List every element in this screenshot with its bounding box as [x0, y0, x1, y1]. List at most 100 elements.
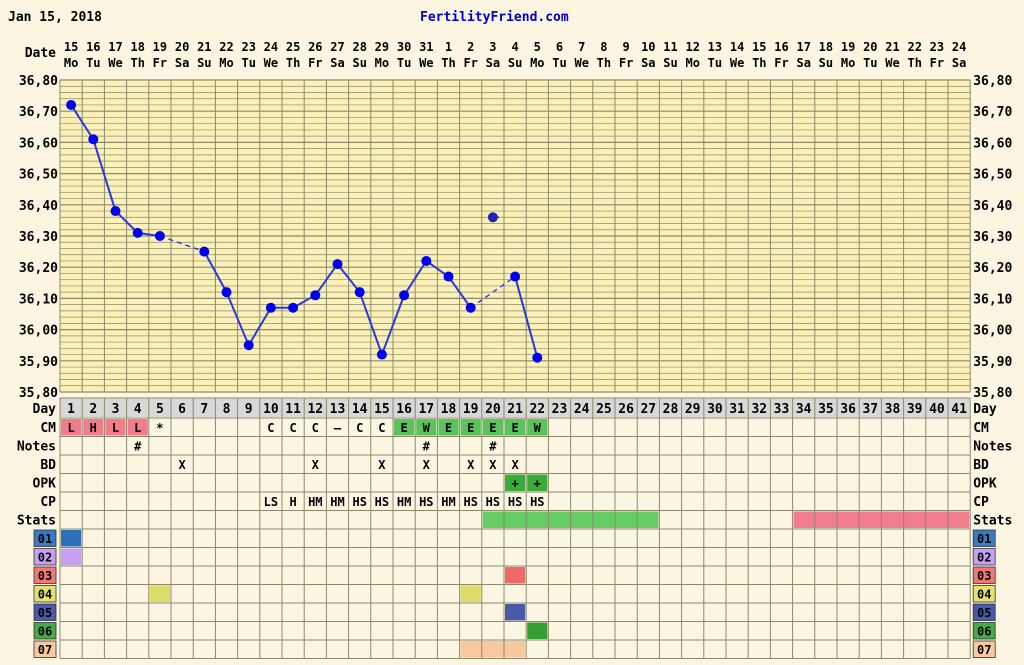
weekday-label: Su: [819, 56, 833, 70]
row-cm-cell: C: [356, 421, 363, 435]
day-number: 41: [951, 402, 967, 417]
day-number: 33: [774, 402, 790, 417]
cell-bg: [482, 419, 503, 436]
day-number: 5: [156, 402, 164, 417]
row-opk-cell: +: [511, 477, 518, 491]
temp-line-segment: [314, 263, 339, 296]
temp-line-segment: [447, 275, 472, 309]
day-number: 30: [707, 402, 723, 417]
row-cm-cell: L: [67, 421, 74, 435]
y-tick-label-right: 36,10: [973, 292, 1012, 307]
date-label: 30: [397, 40, 411, 54]
weekday-label: Su: [352, 56, 366, 70]
row-label-left: 06: [38, 625, 52, 639]
y-tick-label-left: 36,80: [19, 74, 58, 89]
y-tick-label-right: 35,80: [973, 386, 1012, 401]
weekday-label: Fr: [153, 56, 167, 70]
row-label-box-right: [972, 548, 996, 566]
row-label-right: 05: [977, 606, 991, 620]
row-cp-cell: HS: [419, 495, 433, 509]
y-tick-label-left: 36,50: [19, 168, 58, 183]
day-number: 20: [485, 402, 501, 417]
temp-line-segment: [403, 260, 428, 296]
date-label: 28: [352, 40, 366, 54]
row-bd-cell: X: [511, 458, 519, 472]
weekday-label: We: [419, 56, 433, 70]
weekday-label: Th: [752, 56, 766, 70]
row-label-left: 01: [38, 532, 52, 546]
row-notes-cell: #: [134, 440, 142, 454]
weekday-label: Tu: [241, 56, 255, 70]
row-bd-cell: X: [467, 458, 475, 472]
row-label-right: BD: [973, 458, 989, 473]
day-number: 38: [885, 402, 901, 417]
day-number: 39: [907, 402, 923, 417]
weekday-label: Sa: [330, 56, 344, 70]
y-tick-label-right: 35,90: [973, 355, 1012, 370]
day-number: 35: [818, 402, 834, 417]
date-label: 1: [445, 40, 452, 54]
row-label-right: Stats: [973, 514, 1012, 529]
weekday-label: Mo: [375, 56, 389, 70]
row-cm-cell: C: [267, 421, 274, 435]
temp-point: [110, 206, 121, 217]
date-label: 19: [841, 40, 855, 54]
row-cm-cell: *: [156, 421, 163, 435]
site-title[interactable]: FertilityFriend.com: [420, 10, 569, 25]
weekday-label: We: [264, 56, 278, 70]
row-label-right: CM: [973, 421, 989, 436]
y-tick-label-left: 36,70: [19, 105, 58, 120]
row-bd-cell: X: [312, 458, 320, 472]
temp-point: [199, 246, 210, 257]
date-label: 21: [197, 40, 211, 54]
date-label: 24: [952, 40, 966, 54]
date-label: 12: [685, 40, 699, 54]
temp-line-segment: [380, 294, 406, 355]
cell-bg: [460, 419, 481, 436]
date-label: 27: [330, 40, 344, 54]
row-label-box: [33, 622, 57, 640]
row-04-span: [460, 585, 481, 602]
weekday-label: Su: [663, 56, 677, 70]
row-label-left: 05: [38, 606, 52, 620]
temp-point: [421, 255, 432, 266]
cell-bg: [416, 419, 437, 436]
day-number: 14: [352, 402, 368, 417]
row-label-box: [33, 603, 57, 621]
date-label: 22: [907, 40, 921, 54]
day-number: 10: [263, 402, 279, 417]
weekday-label: We: [730, 56, 744, 70]
day-number: 12: [307, 402, 323, 417]
temp-point: [288, 302, 299, 313]
row-cp-cell: HM: [330, 495, 344, 509]
y-tick-label-left: 36,30: [19, 230, 58, 245]
y-tick-label-left: 36,60: [19, 136, 58, 151]
date-label: 18: [130, 40, 144, 54]
temp-point: [532, 352, 543, 363]
day-number: 37: [862, 402, 878, 417]
weekday-label: Fr: [619, 56, 633, 70]
y-tick-label-right: 36,30: [973, 230, 1012, 245]
cell-bg: [105, 419, 126, 436]
temp-point: [354, 287, 365, 298]
row-label-box-right: [972, 585, 996, 603]
date-label: 13: [708, 40, 722, 54]
row-cm-cell: L: [134, 421, 141, 435]
row-cm-cell: W: [423, 421, 431, 435]
temp-point: [132, 227, 143, 238]
temp-line-segment: [358, 291, 383, 355]
day-number: 32: [751, 402, 767, 417]
row-cp-cell: HS: [352, 495, 366, 509]
weekday-label: Fr: [774, 56, 788, 70]
row-03-span: [505, 567, 526, 584]
day-number: 2: [89, 402, 97, 417]
date-label: 29: [375, 40, 389, 54]
weekday-label: Fr: [930, 56, 944, 70]
y-tick-label-right: 36,60: [973, 136, 1012, 151]
y-tick-label-left: 36,00: [19, 324, 58, 339]
weekday-label: Th: [907, 56, 921, 70]
y-tick-label-right: 36,80: [973, 74, 1012, 89]
date-label: 21: [885, 40, 899, 54]
day-number: 27: [640, 402, 656, 417]
day-row-bg: [60, 398, 971, 417]
